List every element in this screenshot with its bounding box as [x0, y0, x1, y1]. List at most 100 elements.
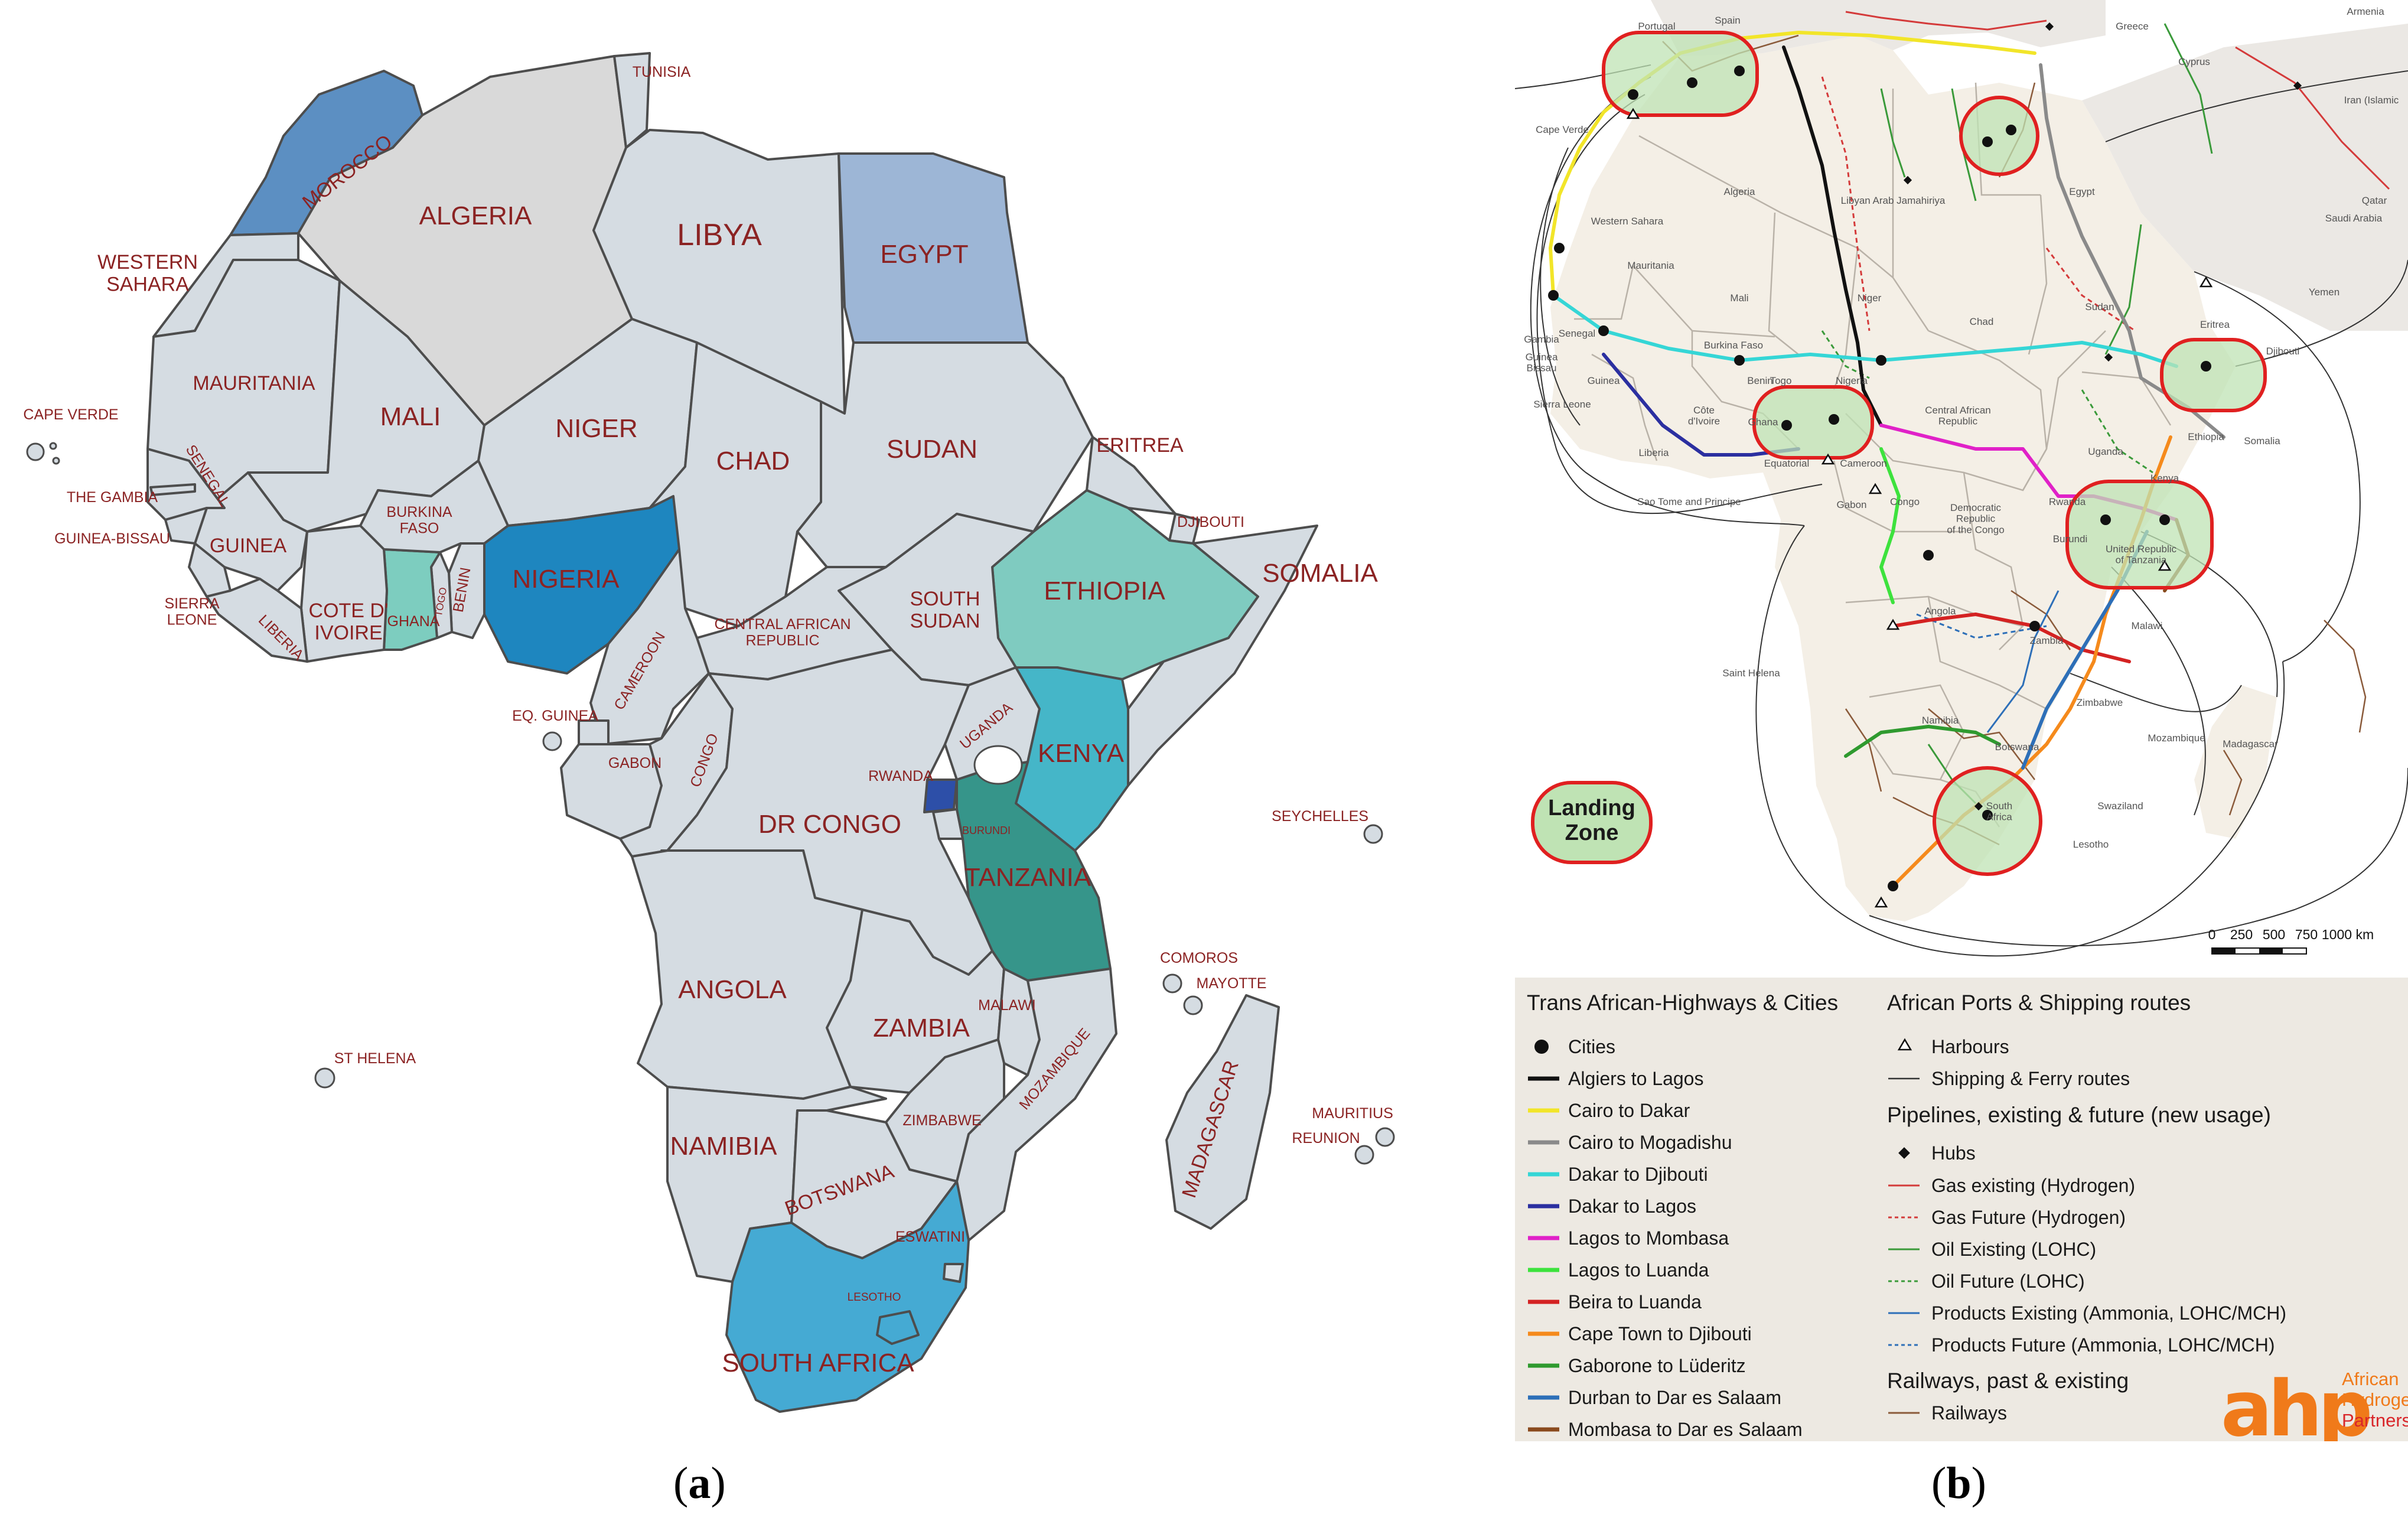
map-label-mozambique: Mozambique	[2148, 732, 2205, 744]
pipelines	[1821, 11, 2390, 805]
island-reunion	[1354, 1145, 1374, 1165]
map-label-liberia: Liberia	[1638, 447, 1669, 458]
label-the-gambia: THE GAMBIA	[67, 489, 158, 506]
map-label-angola: Angola	[1925, 605, 1956, 617]
legend-route-label: Lagos to Luanda	[1568, 1259, 1709, 1281]
legend-route-label: Beira to Luanda	[1568, 1291, 1702, 1312]
border-13	[1927, 596, 2047, 710]
map-label-sudan: Sudan	[2085, 301, 2114, 312]
legend-pipeline-label: Gas Future (Hydrogen)	[1931, 1207, 2126, 1228]
harbour-marker	[1821, 453, 1835, 465]
city-marker	[1982, 810, 1993, 820]
legend-city-symbol	[1534, 1040, 1549, 1054]
outside-land-arabia	[2082, 24, 2408, 331]
map-label-burkina-faso: Burkina Faso	[1704, 340, 1763, 351]
legend-railways-label: Railways	[1931, 1402, 2007, 1424]
panel-b-letter: b	[1946, 1458, 1972, 1508]
map-label-tanzania: United Republic of Tanzania	[2106, 543, 2177, 566]
lake-victoria	[973, 745, 1023, 785]
railway-7	[2223, 750, 2243, 816]
map-label-congo: Congo	[1890, 496, 1920, 507]
map-label-egypt: Egypt	[2069, 186, 2095, 197]
scale-tick: 250	[2230, 927, 2253, 942]
legend-route-label: Algiers to Lagos	[1568, 1068, 1703, 1089]
shipping-route-3	[1540, 147, 1581, 426]
country-liberia	[206, 578, 308, 663]
landing-zone-ethiopia	[2160, 338, 2267, 412]
city-marker	[2201, 361, 2211, 372]
map-labels: Portugal Spain Greece Armenia Cyprus Ira…	[1524, 6, 2399, 850]
city-marker	[1598, 325, 1609, 336]
map-label-burundi: Burundi	[2053, 533, 2088, 545]
map-label-equatorial: Equatorial	[1764, 458, 1810, 469]
legend-hub-symbol	[1898, 1147, 1910, 1159]
label-ethiopia: ETHIOPIA	[1044, 577, 1165, 605]
map-label-togo: Togo	[1770, 375, 1792, 386]
landing-zone-south-africa	[1933, 766, 2042, 876]
legend-route-label: Lagos to Mombasa	[1568, 1227, 1729, 1249]
legend-pipeline-label: Oil Existing (LOHC)	[1931, 1239, 2096, 1260]
country-egypt	[838, 152, 1029, 344]
label-mayotte: MAYOTTE	[1197, 975, 1267, 992]
map-label-nigeria: Nigeria	[1836, 375, 1868, 386]
label-mali: MALI	[380, 402, 441, 431]
map-label-saudi: Saudi Arabia	[2325, 213, 2383, 224]
island-cape-verde-2	[49, 442, 57, 450]
label-seychelles: SEYCHELLES	[1272, 808, 1368, 825]
label-st-helena: ST HELENA	[334, 1050, 416, 1067]
border-17	[1633, 265, 1775, 338]
ahp-logo-line3: Partnership	[2342, 1410, 2408, 1431]
city-marker	[1734, 355, 1745, 366]
city-marker	[2029, 621, 2040, 631]
legend-route-label: Gaborone to Lüderitz	[1568, 1355, 1746, 1376]
country-lesotho	[876, 1310, 920, 1345]
island-eq-guinea	[542, 731, 562, 751]
map-label-cyprus: Cyprus	[2178, 56, 2210, 67]
label-angola: ANGOLA	[678, 975, 787, 1004]
harbour-marker	[1868, 483, 1882, 494]
city-marker	[1876, 355, 1886, 366]
shipping-route-6	[2194, 271, 2361, 662]
label-lesotho: LESOTHO	[848, 1291, 901, 1304]
legend-route-label: Dakar to Djibouti	[1568, 1164, 1708, 1185]
legend-background	[1515, 978, 2408, 1441]
map-label-guinea-bissau: Guinea Bissau	[1526, 351, 1558, 374]
label-dr-congo: DR CONGO	[758, 810, 901, 839]
map-label-kenya: Kenya	[2150, 473, 2179, 484]
label-nigeria: NIGERIA	[513, 565, 620, 594]
panel-b-caption: (b)	[1931, 1458, 1986, 1508]
harbour-marker	[2199, 276, 2213, 288]
label-rwanda: RWANDA	[868, 768, 933, 784]
map-label-gambia: Gambia	[1524, 334, 1559, 345]
map-label-algeria: Algeria	[1724, 186, 1755, 197]
ahp-logo-line2: Hydrogen	[2342, 1389, 2408, 1410]
border-6	[1928, 330, 2048, 450]
oil-future-1	[2081, 389, 2153, 474]
label-reunion: REUNION	[1292, 1130, 1360, 1147]
legend-pipeline-items: Gas existing (Hydrogen) Gas Future (Hydro…	[1888, 1175, 2286, 1356]
harbours	[1626, 108, 2213, 908]
landing-zone-key-label: Landing Zone	[1548, 796, 1635, 845]
harbour-marker	[1874, 896, 1888, 908]
label-chad: CHAD	[716, 447, 790, 475]
highway-gaborone-luderitz	[1844, 725, 2001, 758]
map-label-zimbabwe: Zimbabwe	[2077, 697, 2123, 708]
label-sierra-leone: SIERRA LEONE	[164, 595, 219, 628]
country-eswatini	[943, 1263, 964, 1283]
shipping-route-4	[1755, 525, 2285, 957]
label-tanzania: TANZANIA	[964, 863, 1091, 892]
label-libya: LIBYA	[677, 218, 762, 252]
border-1	[1638, 135, 1894, 278]
label-zimbabwe: ZIMBABWE	[902, 1112, 981, 1129]
country-madagascar	[1165, 994, 1280, 1230]
label-guinea-bissau: GUINEA-BISSAU	[54, 530, 170, 547]
label-comoros: COMOROS	[1160, 950, 1238, 966]
map-label-qatar: Qatar	[2362, 195, 2387, 206]
map-label-malawi: Malawi	[2132, 620, 2163, 631]
city-marker	[2006, 125, 2016, 135]
products-future-1	[1916, 613, 2047, 639]
legend-route-label: Cairo to Dakar	[1568, 1100, 1690, 1121]
map-label-spain: Spain	[1715, 15, 1740, 26]
map-label-sierra-leone: Sierra Leone	[1533, 399, 1591, 410]
map-label-portugal: Portugal	[1638, 21, 1675, 32]
